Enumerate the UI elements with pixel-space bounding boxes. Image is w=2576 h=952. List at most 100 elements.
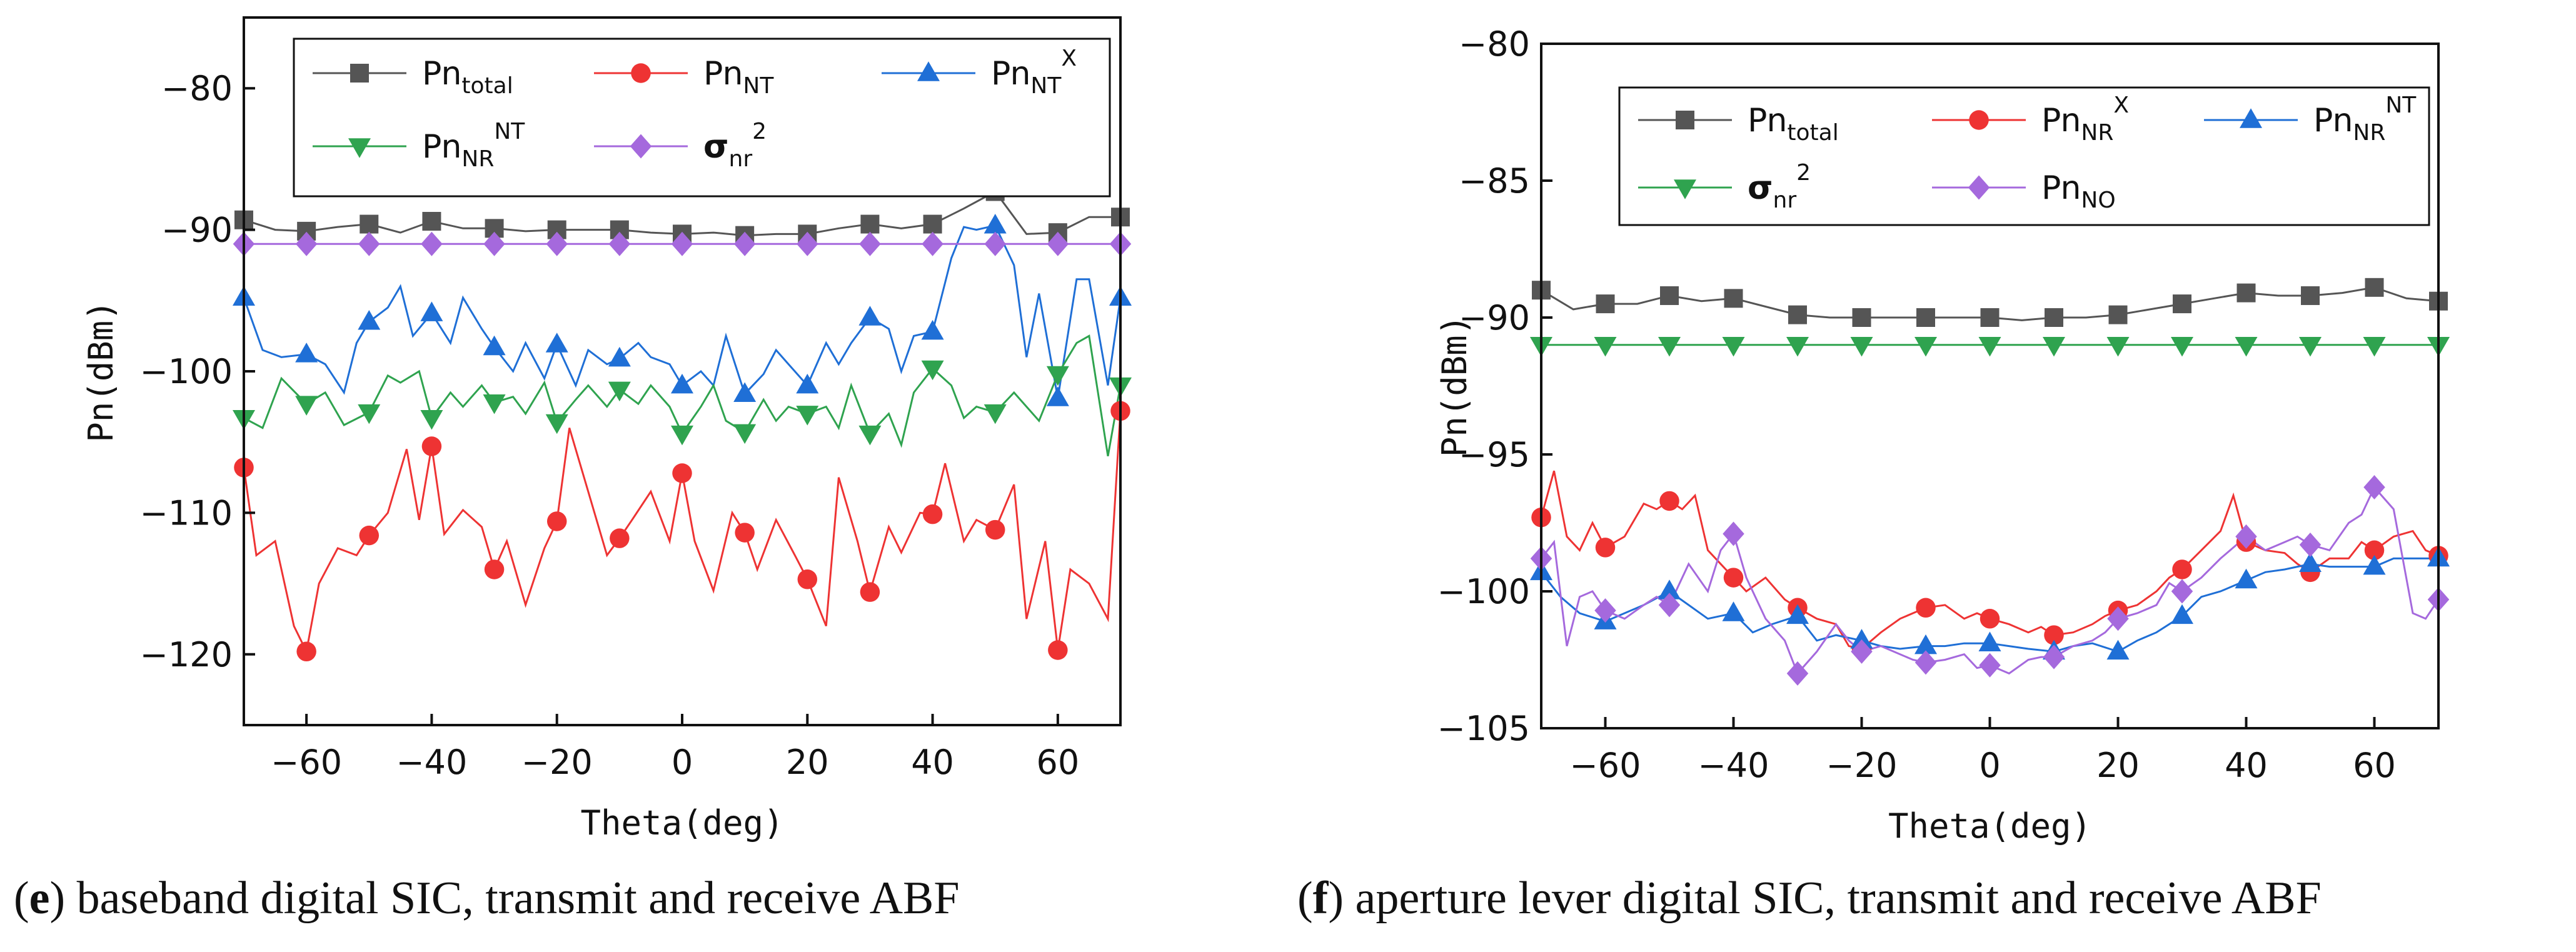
data-point-1-7 xyxy=(1980,609,2000,629)
data-point-4-11 xyxy=(922,231,943,256)
data-point-4-13 xyxy=(1047,231,1069,256)
data-point-4-4 xyxy=(1786,661,1809,686)
y-tick-label-5: −105 xyxy=(1437,709,1530,748)
legend-label-1: PnNT xyxy=(703,55,774,99)
data-point-1-13 xyxy=(2364,540,2385,561)
data-point-4-11 xyxy=(2235,524,2257,549)
data-point-4-6 xyxy=(1914,650,1937,675)
x-tick-label-6: 60 xyxy=(1036,743,1079,782)
legend-label-0: Pntotal xyxy=(422,55,513,99)
data-point-1-5 xyxy=(546,511,567,531)
data-point-4-10 xyxy=(859,231,881,256)
data-point-2-7 xyxy=(1978,631,2001,651)
y-tick-label-0: −80 xyxy=(1459,24,1530,64)
data-point-4-5 xyxy=(546,231,568,256)
data-point-2-2 xyxy=(1658,579,1681,599)
x-tick-label-3: 0 xyxy=(1979,746,2000,785)
data-point-4-4 xyxy=(483,231,505,256)
x-tick-label-1: −40 xyxy=(1698,746,1769,785)
data-point-1-8 xyxy=(735,523,755,543)
data-point-0-1 xyxy=(1596,294,1615,314)
data-point-0-7 xyxy=(1980,308,2000,327)
y-tick-label-1: −90 xyxy=(161,211,233,250)
data-point-3-2 xyxy=(1658,337,1681,357)
data-point-2-11 xyxy=(921,319,944,340)
legend-item-0: Pntotal xyxy=(313,55,513,99)
data-point-3-1 xyxy=(1594,337,1617,357)
data-point-2-9 xyxy=(2106,639,2130,660)
data-point-3-10 xyxy=(858,425,882,446)
data-point-2-7 xyxy=(671,373,693,394)
legend-label-4: σnr2 xyxy=(703,119,767,172)
series-markers-2 xyxy=(233,214,1132,406)
legend-item-2: PnNTX xyxy=(882,46,1077,99)
data-point-0-11 xyxy=(2236,283,2256,303)
x-tick-label-3: 0 xyxy=(672,743,693,782)
legend-item-4: σnr2 xyxy=(594,119,767,172)
y-tick-label-2: −100 xyxy=(140,352,233,391)
x-tick-label-0: −60 xyxy=(1570,746,1641,785)
data-point-3-5 xyxy=(545,414,568,434)
caption-f-label: f xyxy=(1312,873,1329,924)
data-point-4-9 xyxy=(2107,606,2129,631)
data-point-4-6 xyxy=(608,231,631,256)
data-point-0-6 xyxy=(1916,308,1935,327)
chart-panel-e: −60 −40 −20 0 20 40 60 −80 −90 −100 −110 −120 Theta(… xyxy=(81,16,1132,843)
legend-marker-1 xyxy=(631,63,651,83)
data-point-2-4 xyxy=(483,335,506,356)
legend-label-0: Pntotal xyxy=(1748,102,1839,146)
data-point-4-3 xyxy=(1723,521,1744,546)
data-point-2-12 xyxy=(2299,552,2322,572)
x-tick-label-5: 40 xyxy=(911,743,954,782)
data-point-3-11 xyxy=(2235,337,2258,357)
data-point-4-13 xyxy=(2363,475,2385,500)
data-point-3-9 xyxy=(2106,337,2130,357)
data-point-2-9 xyxy=(796,373,819,394)
data-point-3-12 xyxy=(984,404,1007,424)
x-tick-label-4: 20 xyxy=(2096,746,2140,785)
data-point-3-6 xyxy=(608,381,631,402)
data-point-1-13 xyxy=(1048,640,1068,660)
data-point-2-12 xyxy=(984,214,1007,234)
data-point-2-6 xyxy=(608,346,631,367)
data-point-4-9 xyxy=(797,231,818,256)
data-point-2-1 xyxy=(295,343,318,363)
data-point-0-9 xyxy=(2108,305,2128,324)
legend-marker-4 xyxy=(1968,175,1990,200)
data-point-1-2 xyxy=(359,525,380,546)
legend-marker-4 xyxy=(630,134,652,159)
data-point-0-4 xyxy=(1788,305,1807,324)
caption-e-text: baseband digital SIC, transmit and recei… xyxy=(76,873,960,924)
legend-label-2: PnNTX xyxy=(991,46,1077,99)
data-point-2-10 xyxy=(858,306,882,326)
data-point-4-10 xyxy=(2171,579,2193,604)
caption-f: (f) aperture lever digital SIC, transmit… xyxy=(1297,873,2322,924)
y-tick-label-3: −95 xyxy=(1459,435,1530,474)
legend-item-2: PnNRNT xyxy=(2204,93,2417,146)
legend-label-4: PnNO xyxy=(2041,169,2116,213)
data-point-1-12 xyxy=(985,519,1005,540)
data-point-0-5 xyxy=(1852,308,1871,327)
data-point-1-11 xyxy=(922,504,943,524)
data-point-2-3 xyxy=(420,301,443,321)
data-point-1-3 xyxy=(421,436,442,456)
data-point-3-8 xyxy=(733,424,757,444)
data-point-2-2 xyxy=(358,310,381,330)
data-point-2-5 xyxy=(545,333,568,353)
data-point-2-6 xyxy=(1914,634,1937,654)
data-point-3-3 xyxy=(420,409,443,430)
data-point-0-12 xyxy=(2301,286,2320,305)
data-point-3-11 xyxy=(921,360,944,381)
series-markers-4 xyxy=(233,231,1132,256)
data-point-1-6 xyxy=(610,528,630,548)
data-point-1-2 xyxy=(1659,491,1679,511)
series-markers-0 xyxy=(1532,278,2448,327)
series-line-1 xyxy=(1540,470,2439,650)
data-point-4-7 xyxy=(671,231,693,256)
data-point-0-10 xyxy=(2173,294,2191,314)
y-tick-label-4: −100 xyxy=(1437,572,1530,611)
data-point-1-7 xyxy=(672,463,692,483)
data-point-4-1 xyxy=(295,231,318,256)
data-point-3-10 xyxy=(2171,337,2193,357)
data-point-3-6 xyxy=(1914,337,1937,357)
